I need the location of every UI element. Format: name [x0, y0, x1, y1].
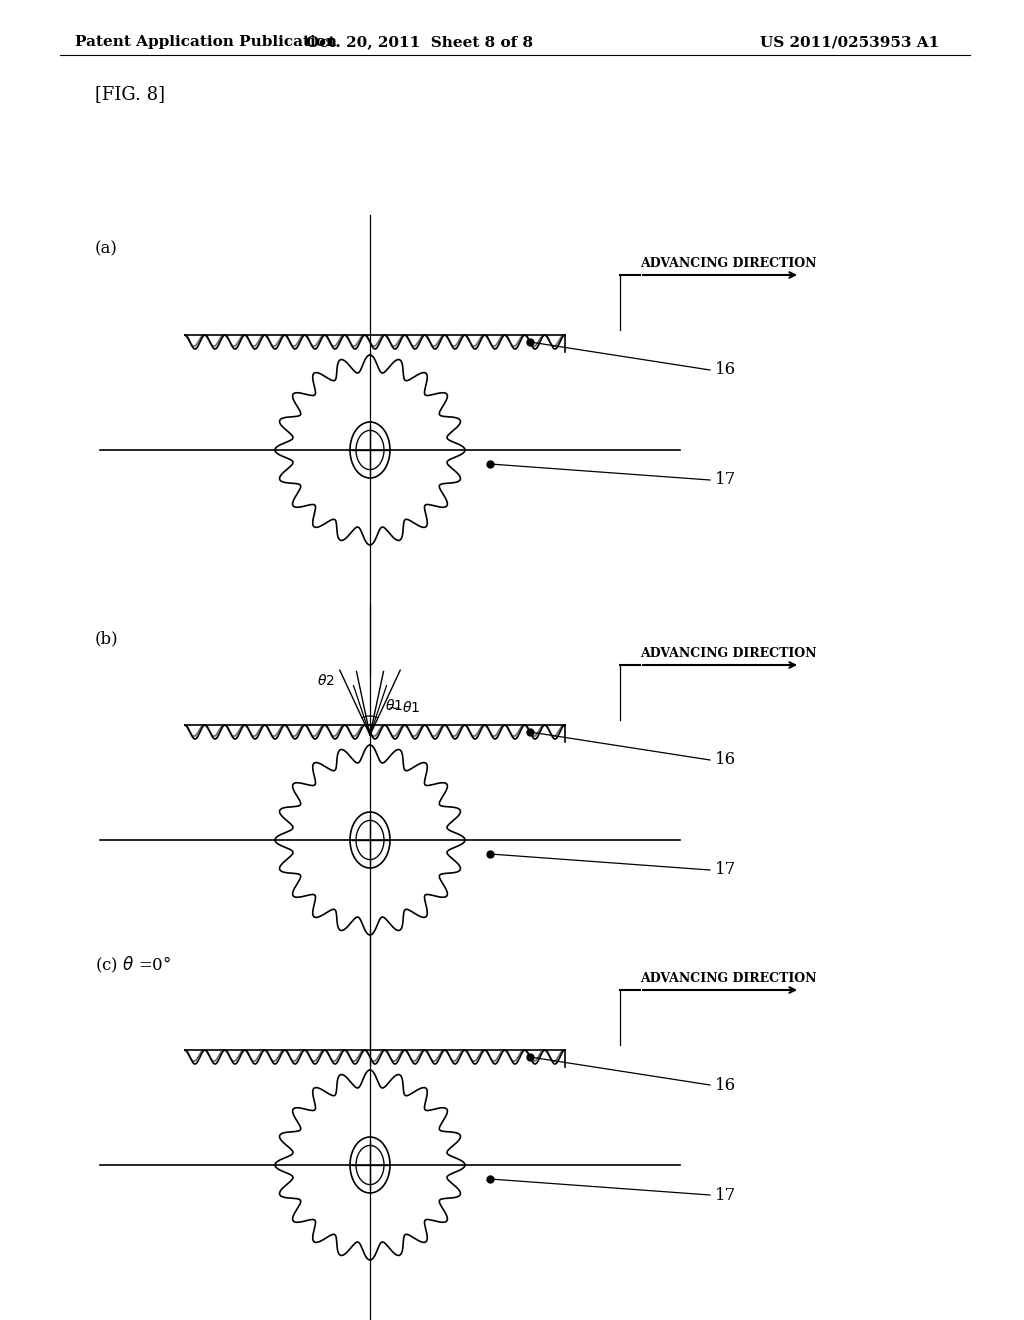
Text: 17: 17 — [715, 471, 736, 488]
Text: $\sim\theta$1: $\sim\theta$1 — [385, 700, 420, 714]
Text: 16: 16 — [715, 1077, 736, 1093]
Text: Patent Application Publication: Patent Application Publication — [75, 36, 337, 49]
Text: (a): (a) — [95, 240, 118, 257]
Text: Oct. 20, 2011  Sheet 8 of 8: Oct. 20, 2011 Sheet 8 of 8 — [306, 36, 534, 49]
Text: 16: 16 — [715, 362, 736, 379]
Text: 16: 16 — [715, 751, 736, 768]
Text: ADVANCING DIRECTION: ADVANCING DIRECTION — [640, 972, 816, 985]
Text: (b): (b) — [95, 630, 119, 647]
Text: ADVANCING DIRECTION: ADVANCING DIRECTION — [640, 647, 816, 660]
Text: 17: 17 — [715, 862, 736, 879]
Text: [FIG. 8]: [FIG. 8] — [95, 84, 165, 103]
Text: (c) $\theta$ =0$\degree$: (c) $\theta$ =0$\degree$ — [95, 954, 171, 975]
Text: $\theta$2: $\theta$2 — [316, 673, 335, 688]
Text: US 2011/0253953 A1: US 2011/0253953 A1 — [760, 36, 939, 49]
Text: 17: 17 — [715, 1187, 736, 1204]
Text: $\theta$1: $\theta$1 — [385, 697, 403, 713]
Text: ADVANCING DIRECTION: ADVANCING DIRECTION — [640, 257, 816, 271]
